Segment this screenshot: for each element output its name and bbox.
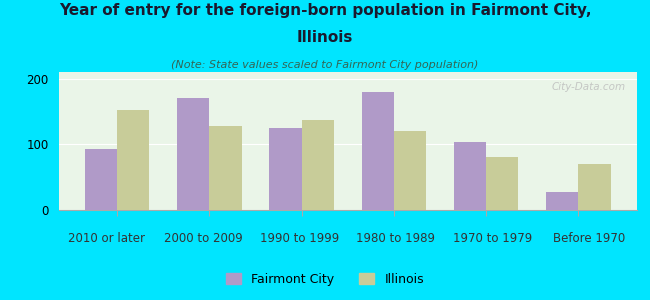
Text: Before 1970: Before 1970 [552, 232, 625, 245]
Bar [361, 92, 394, 210]
Bar [546, 192, 578, 210]
Legend: Fairmont City, Illinois: Fairmont City, Illinois [221, 268, 429, 291]
Bar [117, 110, 150, 210]
Bar [486, 158, 519, 210]
Text: Year of entry for the foreign-born population in Fairmont City,: Year of entry for the foreign-born popul… [58, 3, 592, 18]
Bar [84, 149, 117, 210]
Text: 1980 to 1989: 1980 to 1989 [356, 232, 436, 245]
Bar [269, 128, 302, 210]
Bar [302, 120, 334, 210]
Bar [177, 98, 209, 210]
Text: Illinois: Illinois [297, 30, 353, 45]
Text: 2000 to 2009: 2000 to 2009 [164, 232, 242, 245]
Text: 1970 to 1979: 1970 to 1979 [453, 232, 532, 245]
Text: (Note: State values scaled to Fairmont City population): (Note: State values scaled to Fairmont C… [172, 60, 478, 70]
Bar [454, 142, 486, 210]
Bar [394, 131, 426, 210]
Text: 1990 to 1999: 1990 to 1999 [260, 232, 339, 245]
Bar [209, 126, 242, 210]
Text: 2010 or later: 2010 or later [68, 232, 145, 245]
Bar [578, 164, 611, 210]
Text: City-Data.com: City-Data.com [551, 82, 625, 92]
